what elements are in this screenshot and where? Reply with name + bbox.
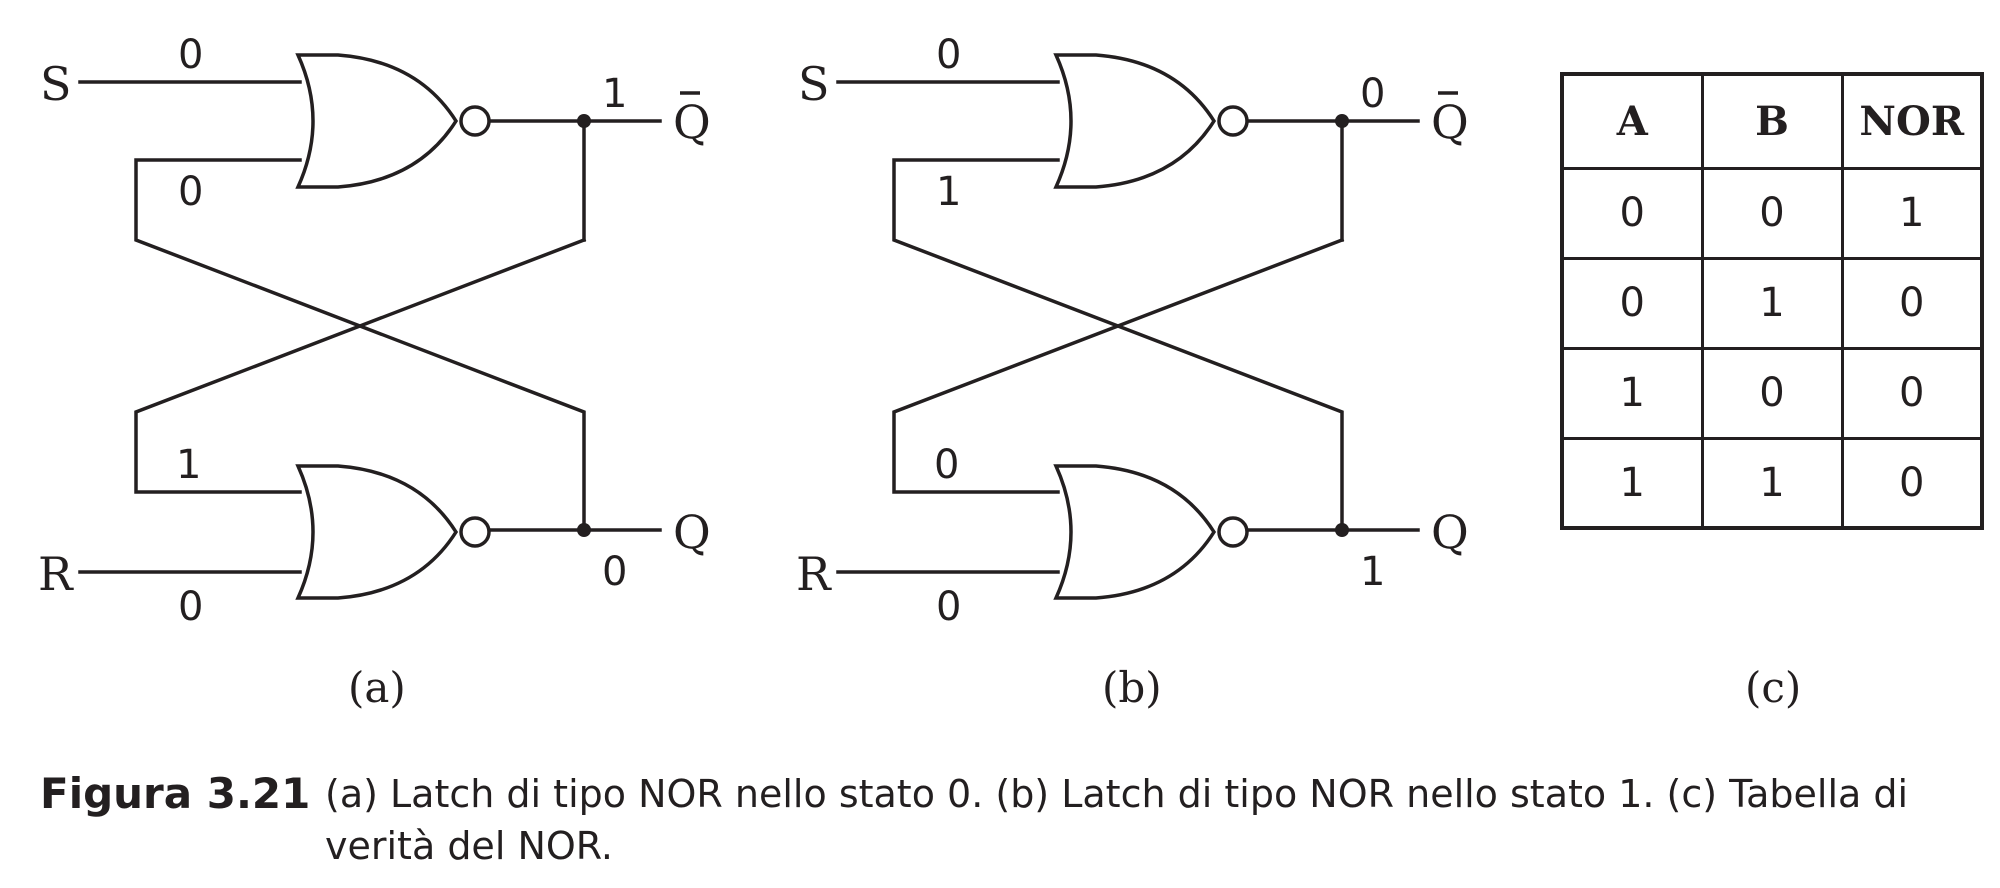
- latch-panel-a: S R Q Q 0 0 1 1 0 0 (a): [38, 32, 711, 712]
- table-cell: 1: [1560, 346, 1704, 440]
- table-cell: 1: [1840, 166, 1984, 260]
- table-cell: 0: [1840, 346, 1984, 440]
- table-cell: 0: [1840, 436, 1984, 530]
- table-row: 0 0 1: [1560, 166, 1984, 260]
- inversion-bubble: [1217, 105, 1249, 137]
- table-cell: 0: [1700, 346, 1844, 440]
- junction-dot: [1335, 523, 1349, 537]
- table-header-row: A B NOR: [1560, 72, 1984, 170]
- panel-a-label: (a): [348, 663, 406, 712]
- junction-dot: [577, 523, 591, 537]
- latch-panel-b: S R Q Q 0 1 0 0 0 1 (b): [796, 32, 1469, 712]
- bottom-feedback-value: 1: [176, 442, 201, 488]
- q-output-value: 0: [602, 549, 627, 595]
- q-output-label: Q: [673, 505, 711, 559]
- table-cell: 0: [1700, 166, 1844, 260]
- top-feedback-wire: [892, 158, 1344, 532]
- table-row: 1 0 0: [1560, 346, 1984, 440]
- table-cell: 0: [1560, 256, 1704, 350]
- table-cell: 0: [1560, 166, 1704, 260]
- table-row: 1 1 0: [1560, 436, 1984, 530]
- table-cell: 1: [1700, 256, 1844, 350]
- table-row: 0 1 0: [1560, 256, 1984, 350]
- nor-gate-top: [296, 53, 491, 189]
- column-header-b: B: [1700, 72, 1844, 170]
- nor-gate-bottom: [1054, 464, 1249, 600]
- qbar-output-label: Q: [1431, 95, 1469, 149]
- junction-dot: [577, 114, 591, 128]
- s-input-label: S: [40, 57, 72, 111]
- s-input-value: 0: [178, 32, 203, 78]
- top-feedback-value: 0: [178, 169, 203, 215]
- top-feedback-wire: [134, 158, 586, 532]
- nor-gate-bottom: [296, 464, 491, 600]
- q-output-label: Q: [1431, 505, 1469, 559]
- caption-label: Figura 3.21: [40, 769, 311, 818]
- r-input-value: 0: [178, 584, 203, 630]
- r-input-label: R: [796, 547, 832, 601]
- table-cell: 1: [1700, 436, 1844, 530]
- cross-wire: [892, 237, 1345, 494]
- bottom-feedback-value: 0: [934, 442, 959, 488]
- qbar-output-value: 1: [602, 71, 627, 117]
- latch-diagrams: S R Q Q 0 0 1 1 0 0 (a) S R Q: [38, 32, 1801, 712]
- qbar-output-value: 0: [1360, 71, 1385, 117]
- caption-text: (a) Latch di tipo NOR nello stato 0. (b)…: [325, 772, 1909, 868]
- r-input-label: R: [38, 547, 74, 601]
- nor-gate-top: [1054, 53, 1249, 189]
- junction-dot: [1335, 114, 1349, 128]
- q-output-value: 1: [1360, 549, 1385, 595]
- nor-truth-table: A B NOR 0 0 1 0 1 0 1 0 0 1 1 0: [1560, 72, 1984, 530]
- inversion-bubble: [459, 516, 491, 548]
- column-header-nor: NOR: [1840, 72, 1984, 170]
- qbar-output-label: Q: [673, 95, 711, 149]
- s-input-label: S: [798, 57, 830, 111]
- r-input-value: 0: [936, 584, 961, 630]
- table-cell: 0: [1840, 256, 1984, 350]
- cross-wire: [134, 237, 587, 494]
- panel-c-label: (c): [1745, 663, 1801, 712]
- table-cell: 1: [1560, 436, 1704, 530]
- inversion-bubble: [459, 105, 491, 137]
- column-header-a: A: [1560, 72, 1704, 170]
- panel-b-label: (b): [1102, 663, 1162, 712]
- top-feedback-value: 1: [936, 169, 961, 215]
- inversion-bubble: [1217, 516, 1249, 548]
- s-input-value: 0: [936, 32, 961, 78]
